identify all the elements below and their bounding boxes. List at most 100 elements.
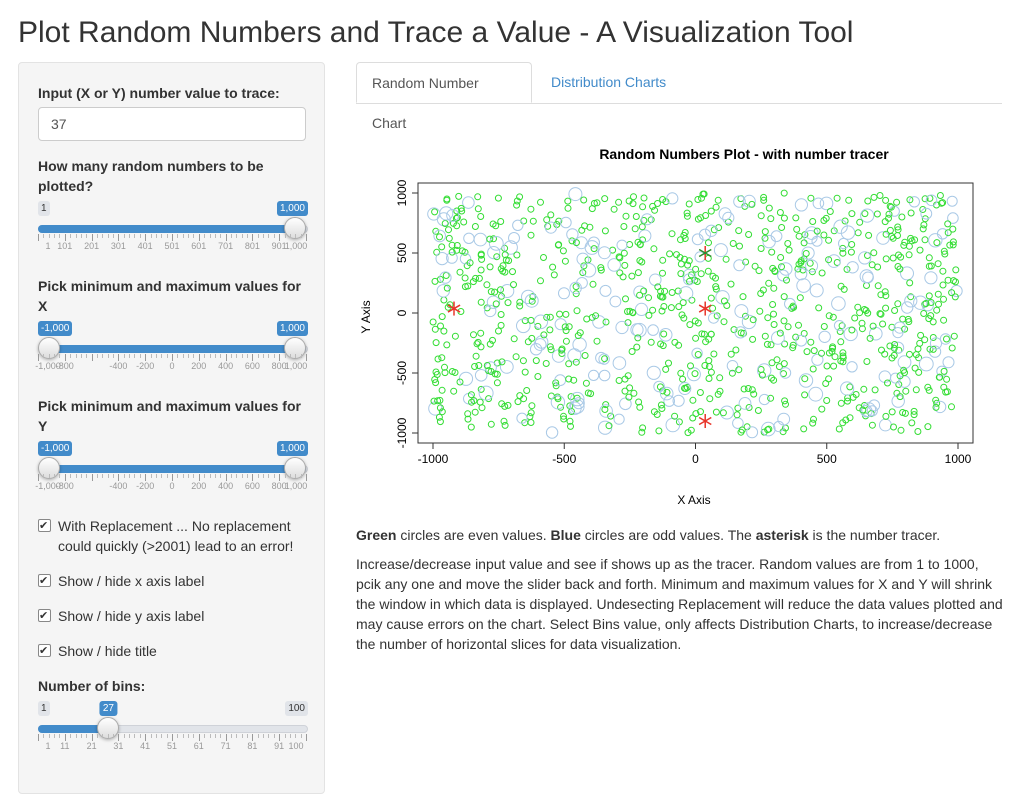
even-point [681,255,688,263]
even-point [891,341,899,348]
slider-handle[interactable] [97,717,120,739]
even-point [729,240,737,247]
even-point [528,334,536,342]
even-point [477,329,485,337]
odd-point [811,235,823,247]
odd-point [840,225,856,240]
slider-tick [225,354,227,361]
even-point [889,234,897,242]
even-point [769,301,777,308]
even-point [927,299,935,306]
odd-point [658,328,673,342]
replacement-checkbox[interactable]: With Replacement ... No replacement coul… [38,516,308,556]
odd-point [913,295,928,310]
even-point [881,218,889,226]
even-point [914,428,922,435]
tab-distribution-charts[interactable]: Distribution Charts [551,74,667,90]
odd-point [762,234,776,249]
slider-tick [113,474,115,478]
slider-low-handle[interactable] [38,337,60,359]
checkbox-checked-icon[interactable] [38,516,51,536]
even-point [497,265,505,273]
even-point [537,277,544,285]
odd-point [516,318,531,334]
even-point [754,407,762,414]
odd-point [598,353,610,365]
even-point [940,247,948,255]
slider-tick [43,734,45,738]
even-point [846,414,854,422]
slider-tick [91,474,93,481]
even-point [904,315,912,323]
replacement-checkbox-label: With Replacement ... No replacement coul… [58,518,294,554]
even-point [815,304,823,312]
even-point [470,331,477,339]
y-range-slider[interactable]: -1,000 1,000 -1,000 -800 -400 -200 0 200 400 600 8… [35,441,308,493]
odd-point [862,271,874,284]
even-point [523,387,531,394]
checkbox-checked-icon[interactable] [38,571,51,591]
odd-point [462,196,475,209]
count-slider[interactable]: 11,0001,00011012013014015016017018019011… [38,201,308,253]
even-point [839,249,847,257]
slider-tick [193,734,195,738]
even-point [586,223,594,231]
even-point [858,319,866,327]
slider-tick [220,354,222,358]
even-point [549,263,557,271]
x-axis-label-checkbox[interactable]: Show / hide x axis label [38,571,308,591]
slider-tick [273,734,275,738]
slider-tick [107,474,109,478]
slider-tick [70,474,72,478]
checkbox-checked-icon[interactable] [38,606,51,626]
even-point [838,322,846,330]
even-point [559,247,567,255]
odd-point [858,251,872,265]
slider-ticks [38,234,308,242]
even-point [765,279,773,287]
title-checkbox[interactable]: Show / hide title [38,641,308,661]
slider-fill [38,225,306,233]
odd-point [900,266,914,281]
odd-point [811,353,824,366]
even-point [497,311,505,318]
even-point [505,257,513,265]
even-point [882,292,890,300]
slider-high-handle[interactable] [284,457,306,479]
x-range-slider[interactable]: -1,000 1,000 -1,000 -800 -400 -200 0 200 400 600 8… [35,321,308,373]
even-point [829,343,837,351]
even-point [659,196,667,203]
even-point [602,318,610,326]
even-point [722,255,730,263]
checkbox-checked-icon[interactable] [38,641,51,661]
slider-tick [225,734,227,741]
even-point [497,218,505,225]
even-point [908,419,916,427]
slider-low-handle[interactable] [38,457,60,479]
even-point [483,281,491,289]
even-point [516,392,524,400]
even-point [638,223,646,231]
even-point [920,310,928,317]
odd-point [833,219,848,234]
slider-handle[interactable] [284,217,306,239]
even-point [712,408,720,416]
even-point [839,354,847,362]
even-point [543,313,551,321]
even-point [493,379,501,387]
y-axis-label-checkbox[interactable]: Show / hide y axis label [38,606,308,626]
even-point [770,376,778,384]
tab-random-number-chart[interactable]: Random Number Chart [356,62,532,131]
bins-slider[interactable]: 1 100 27 1 11 21 31 41 51 61 71 81 91 100 [38,701,308,753]
slider-high-handle[interactable] [284,337,306,359]
even-point [657,401,665,409]
slider-tick [204,474,206,478]
odd-point [588,369,600,381]
trace-value-input[interactable] [38,107,306,141]
even-point [671,412,679,420]
odd-point [672,394,685,407]
even-point [894,263,902,270]
even-point [628,272,636,280]
even-point [478,404,486,412]
slider-tick [70,354,72,358]
